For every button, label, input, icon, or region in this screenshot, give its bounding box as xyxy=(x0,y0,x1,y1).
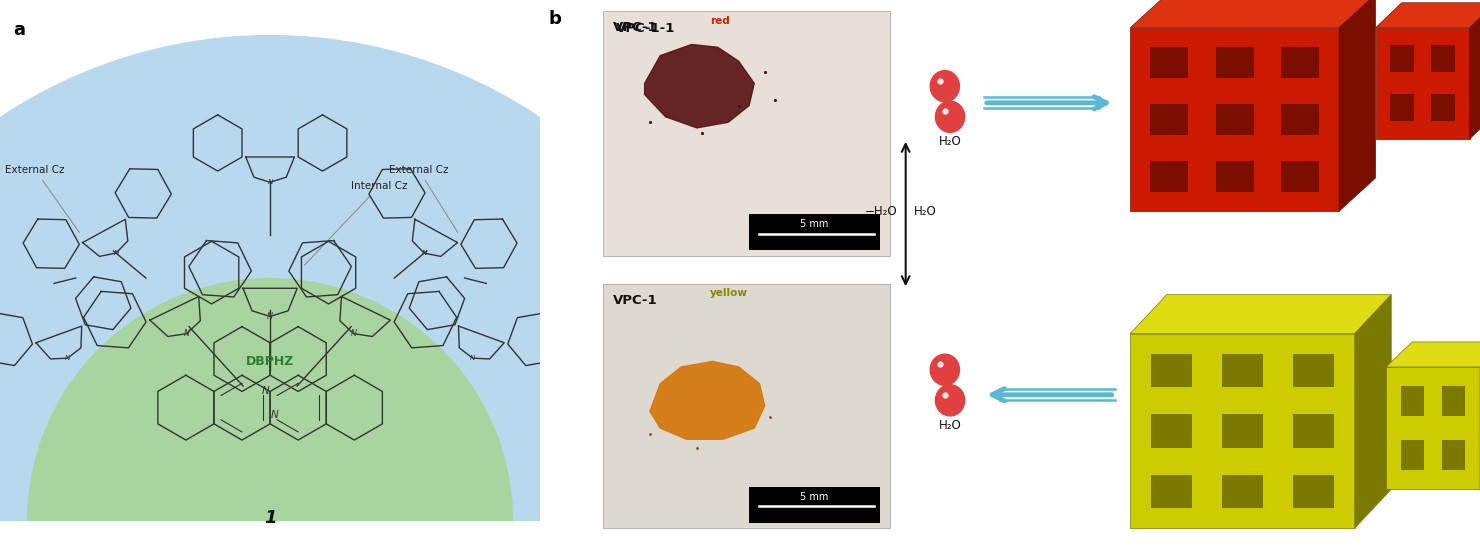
Text: N: N xyxy=(268,179,272,185)
Text: External Cz: External Cz xyxy=(6,165,80,232)
Bar xyxy=(1151,475,1193,508)
Text: N: N xyxy=(271,410,278,420)
Text: External Cz: External Cz xyxy=(389,165,457,232)
Bar xyxy=(602,11,889,256)
Circle shape xyxy=(931,71,959,102)
Polygon shape xyxy=(1354,295,1391,528)
Text: DBPHZ: DBPHZ xyxy=(246,355,295,368)
Polygon shape xyxy=(1385,367,1480,489)
Bar xyxy=(749,486,879,523)
Bar xyxy=(1282,161,1319,192)
Polygon shape xyxy=(650,361,765,439)
Bar xyxy=(1282,104,1319,135)
Wedge shape xyxy=(0,35,756,521)
Polygon shape xyxy=(1131,28,1339,211)
Text: H₂O: H₂O xyxy=(938,135,962,148)
Bar xyxy=(1222,354,1262,387)
Polygon shape xyxy=(1385,342,1480,367)
Text: VPC-1: VPC-1 xyxy=(613,294,659,306)
Bar xyxy=(1215,104,1254,135)
Bar xyxy=(1292,414,1333,448)
Bar xyxy=(1222,475,1262,508)
Polygon shape xyxy=(1131,334,1354,528)
Text: N: N xyxy=(262,386,269,396)
Polygon shape xyxy=(645,44,755,128)
Text: VPC-1-1: VPC-1-1 xyxy=(616,22,675,35)
Bar xyxy=(749,214,879,250)
Bar xyxy=(1402,440,1424,470)
Bar xyxy=(1402,386,1424,416)
Text: N: N xyxy=(471,355,475,361)
Text: N: N xyxy=(351,329,357,338)
Text: VPC-1: VPC-1 xyxy=(613,21,659,34)
Polygon shape xyxy=(1131,295,1391,334)
Text: N: N xyxy=(65,355,70,361)
Text: Internal Cz: Internal Cz xyxy=(305,181,407,265)
Bar xyxy=(1292,475,1333,508)
Text: yellow: yellow xyxy=(710,288,747,298)
Circle shape xyxy=(931,354,959,385)
Polygon shape xyxy=(1375,28,1470,139)
Bar xyxy=(1390,46,1413,72)
Polygon shape xyxy=(1131,0,1375,28)
Bar xyxy=(1215,47,1254,78)
Bar xyxy=(1150,104,1188,135)
Circle shape xyxy=(935,101,965,132)
Polygon shape xyxy=(1470,3,1480,139)
Bar xyxy=(1222,414,1262,448)
Bar xyxy=(1390,95,1413,121)
Text: N: N xyxy=(184,329,189,338)
Bar xyxy=(1431,46,1455,72)
Text: N: N xyxy=(422,250,426,256)
Bar xyxy=(1215,161,1254,192)
Text: a: a xyxy=(13,21,25,39)
Wedge shape xyxy=(27,278,514,521)
Text: b: b xyxy=(548,10,561,28)
Text: −H₂O: −H₂O xyxy=(866,205,898,218)
Text: 5 mm: 5 mm xyxy=(801,219,829,229)
Polygon shape xyxy=(1375,3,1480,28)
Circle shape xyxy=(935,385,965,416)
Polygon shape xyxy=(1339,0,1375,211)
Text: N: N xyxy=(266,312,274,321)
Bar xyxy=(1150,47,1188,78)
Text: 1: 1 xyxy=(263,509,277,528)
Text: red: red xyxy=(710,16,730,26)
Bar xyxy=(1442,440,1465,470)
Bar xyxy=(602,284,889,528)
Bar xyxy=(1151,354,1193,387)
Bar xyxy=(1292,354,1333,387)
Text: H₂O: H₂O xyxy=(913,205,937,218)
Bar xyxy=(1150,161,1188,192)
Bar xyxy=(1151,414,1193,448)
Bar xyxy=(1282,47,1319,78)
Text: H₂O: H₂O xyxy=(938,419,962,432)
Bar xyxy=(1431,95,1455,121)
Text: N: N xyxy=(114,250,118,256)
Text: 5 mm: 5 mm xyxy=(801,492,829,502)
Bar xyxy=(1442,386,1465,416)
